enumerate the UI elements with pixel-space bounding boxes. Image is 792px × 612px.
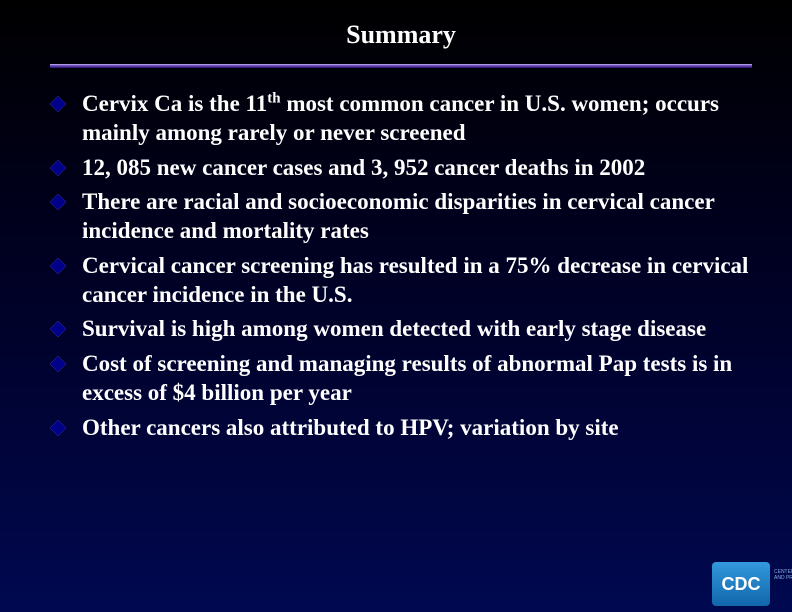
diamond-bullet-icon bbox=[50, 420, 66, 436]
bullet-text: Cervical cancer screening has resulted i… bbox=[82, 252, 752, 310]
slide-title: Summary bbox=[50, 20, 752, 50]
cdc-logo-text: CDC bbox=[722, 574, 761, 595]
bullet-text: There are racial and socioeconomic dispa… bbox=[82, 188, 752, 246]
cdc-logo-box: CDC bbox=[712, 562, 770, 606]
bullet-list: Cervix Ca is the 11th most common cancer… bbox=[50, 90, 752, 442]
bullet-text: Cervix Ca is the 11th most common cancer… bbox=[82, 90, 752, 148]
bullet-item: Other cancers also attributed to HPV; va… bbox=[50, 414, 752, 443]
cdc-logo: CDC CENTERS FOR DISEASE CONTROL AND PREV… bbox=[712, 562, 792, 610]
cdc-logo-subtext: CENTERS FOR DISEASE CONTROL AND PREVENTI… bbox=[774, 570, 792, 581]
diamond-bullet-icon bbox=[50, 96, 66, 112]
diamond-bullet-icon bbox=[50, 160, 66, 176]
slide-container: Summary Cervix Ca is the 11th most commo… bbox=[0, 0, 792, 612]
bullet-item: 12, 085 new cancer cases and 3, 952 canc… bbox=[50, 154, 752, 183]
bullet-item: There are racial and socioeconomic dispa… bbox=[50, 188, 752, 246]
diamond-bullet-icon bbox=[50, 258, 66, 274]
bullet-item: Cost of screening and managing results o… bbox=[50, 350, 752, 408]
bullet-text: Cost of screening and managing results o… bbox=[82, 350, 752, 408]
bullet-text: Other cancers also attributed to HPV; va… bbox=[82, 414, 752, 443]
bullet-item: Cervix Ca is the 11th most common cancer… bbox=[50, 90, 752, 148]
title-divider bbox=[50, 64, 752, 68]
diamond-bullet-icon bbox=[50, 321, 66, 337]
bullet-item: Cervical cancer screening has resulted i… bbox=[50, 252, 752, 310]
diamond-bullet-icon bbox=[50, 356, 66, 372]
bullet-text: 12, 085 new cancer cases and 3, 952 canc… bbox=[82, 154, 752, 183]
bullet-text: Survival is high among women detected wi… bbox=[82, 315, 752, 344]
diamond-bullet-icon bbox=[50, 194, 66, 210]
bullet-item: Survival is high among women detected wi… bbox=[50, 315, 752, 344]
